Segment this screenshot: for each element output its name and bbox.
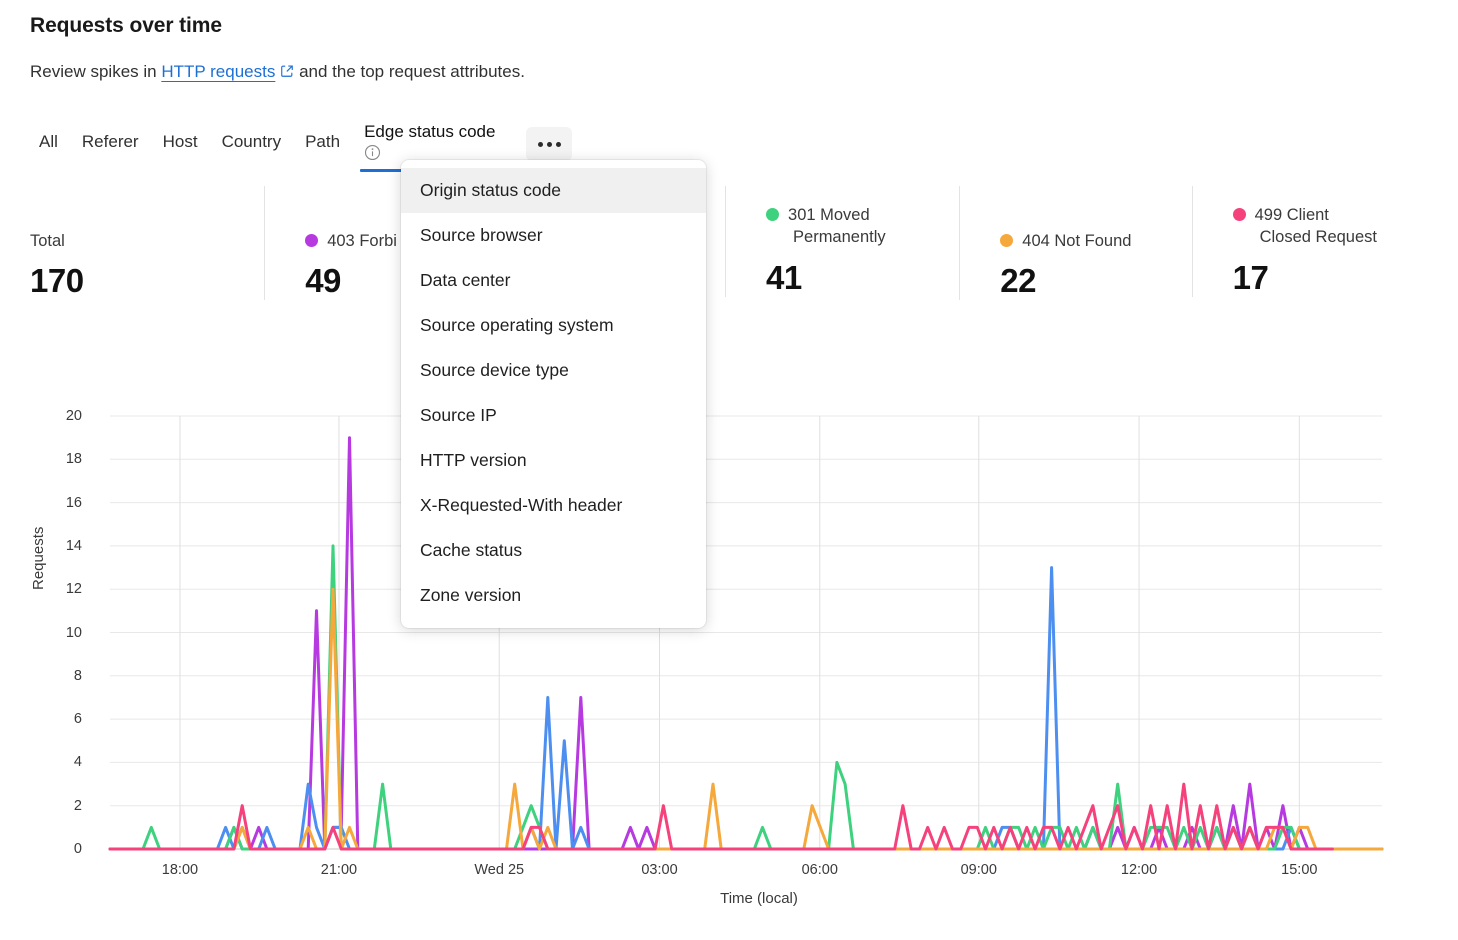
dropdown-item-origin-status-code[interactable]: Origin status code [401,168,706,213]
x-tick-label: 03:00 [641,862,678,878]
stats-row: Total 170 403 Forbi 49 [30,186,1422,326]
stat-label-text: 403 Forbi [327,232,397,250]
tab-label: Country [221,131,282,151]
x-tick-label: 18:00 [161,862,199,878]
x-tick-label: 12:00 [1120,862,1158,878]
stat-label-text-2: Permanently [793,228,886,247]
subtitle-text-before: Review spikes in [30,62,162,81]
external-link-icon [280,64,294,78]
dropdown-item-source-device-type[interactable]: Source device type [420,360,569,380]
dropdown-item-data-center[interactable]: Data center [420,270,511,290]
ellipsis-dot-icon [546,141,552,147]
stat-label: 404 Not Found [1000,230,1167,252]
ellipsis-dot-icon [537,141,543,147]
y-tick-label: 4 [73,754,82,771]
series-color-dot-404 [1000,234,1014,247]
stat-label-text: 499 Client [1254,206,1329,224]
dropdown-item-x-requested-with-header[interactable]: X-Requested-With header [420,495,623,515]
tab-path[interactable]: Path [293,126,352,163]
stat-404-not-found: 404 Not Found 22 [959,186,1191,301]
y-tick-label: 10 [65,624,82,641]
y-tick-label: 16 [65,494,82,511]
stat-label: Total [30,230,240,252]
page-subtitle: Review spikes in HTTP requests and the t… [30,62,525,82]
series-color-dot-499 [1232,208,1246,221]
x-tick-label: 15:00 [1281,862,1318,878]
x-axis-title: Time (local) [720,890,798,907]
chart-canvas [108,415,1384,851]
dropdown-item-http-version[interactable]: HTTP version [420,450,527,470]
stat-label-text: 404 Not Found [1022,232,1132,250]
requests-line-chart [0,390,1458,940]
dropdown-item-cache-status[interactable]: Cache status [420,540,523,560]
stat-value: 49 [305,262,341,300]
stat-label-text: 301 Moved [788,206,870,224]
x-tick-label: Wed 25 [474,862,525,878]
stat-499-client-closed-request: 499 Client Closed Request 17 [1191,186,1422,297]
stat-label: 301 Moved Permanently [766,204,935,249]
http-requests-link[interactable]: HTTP requests [161,62,276,81]
y-tick-label: 12 [65,581,82,598]
subtitle-text-after: and the top request attributes. [294,62,525,81]
more-options-button[interactable] [526,127,573,161]
stat-label: 403 Forbi [305,230,470,252]
stat-label-text-2: Closed Request [1259,228,1377,247]
dropdown-item-source-operating-system[interactable]: Source operating system [420,315,614,335]
x-tick-label: 06:00 [801,862,838,878]
y-tick-label: 14 [65,537,82,554]
y-tick-label: 8 [73,667,82,684]
tab-label: Path [305,131,341,151]
tab-all[interactable]: All [27,126,70,163]
stat-total: Total 170 [30,186,264,300]
y-tick-label: 18 [65,451,82,468]
tab-referer[interactable]: Referer [70,126,151,163]
ellipsis-dot-icon [555,141,561,147]
info-icon[interactable] [364,144,504,161]
x-tick-label: 21:00 [320,862,358,878]
page-title: Requests over time [30,14,222,37]
stat-value: 170 [30,262,84,300]
y-tick-label: 20 [65,408,82,424]
x-tick-label: 09:00 [960,862,997,878]
series-color-dot-301 [766,208,780,221]
tab-country[interactable]: Country [210,126,294,163]
stat-value: 41 [766,258,802,296]
tab-host[interactable]: Host [151,126,210,163]
stat-301-moved-permanently: 301 Moved Permanently 41 [725,186,959,297]
stat-value: 17 [1232,258,1269,296]
y-tick-label: 0 [73,841,82,857]
tab-label: All [39,131,58,151]
series-color-dot-403 [305,234,319,247]
stat-label-text: Total [30,232,65,250]
tab-label: Edge status code [364,122,496,141]
dropdown-item-zone-version[interactable]: Zone version [420,585,522,605]
dropdown-item-source-ip[interactable]: Source IP [420,405,497,425]
y-tick-label: 6 [73,711,82,728]
dropdown-item-source-browser[interactable]: Source browser [420,225,543,245]
stat-403-forbidden: 403 Forbi 49 [264,186,494,301]
stat-value: 22 [1000,262,1036,300]
stat-label: 499 Client Closed Request [1232,204,1398,249]
y-tick-label: 2 [73,797,82,814]
tab-label: Referer [81,131,139,151]
attribute-dropdown-menu[interactable]: Origin status code Source browser Data c… [401,160,706,628]
tab-label: Host [162,131,198,151]
